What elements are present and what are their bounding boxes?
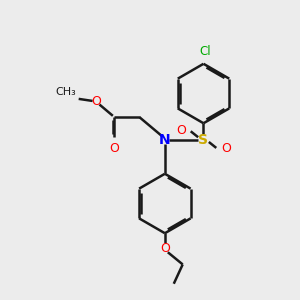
Text: O: O	[176, 124, 186, 137]
Text: O: O	[92, 95, 101, 108]
Text: N: N	[159, 133, 171, 147]
Text: O: O	[221, 142, 231, 155]
Text: CH₃: CH₃	[55, 87, 76, 98]
Text: S: S	[199, 133, 208, 147]
Text: Cl: Cl	[199, 46, 211, 59]
Text: O: O	[110, 142, 119, 155]
Text: O: O	[160, 242, 170, 255]
